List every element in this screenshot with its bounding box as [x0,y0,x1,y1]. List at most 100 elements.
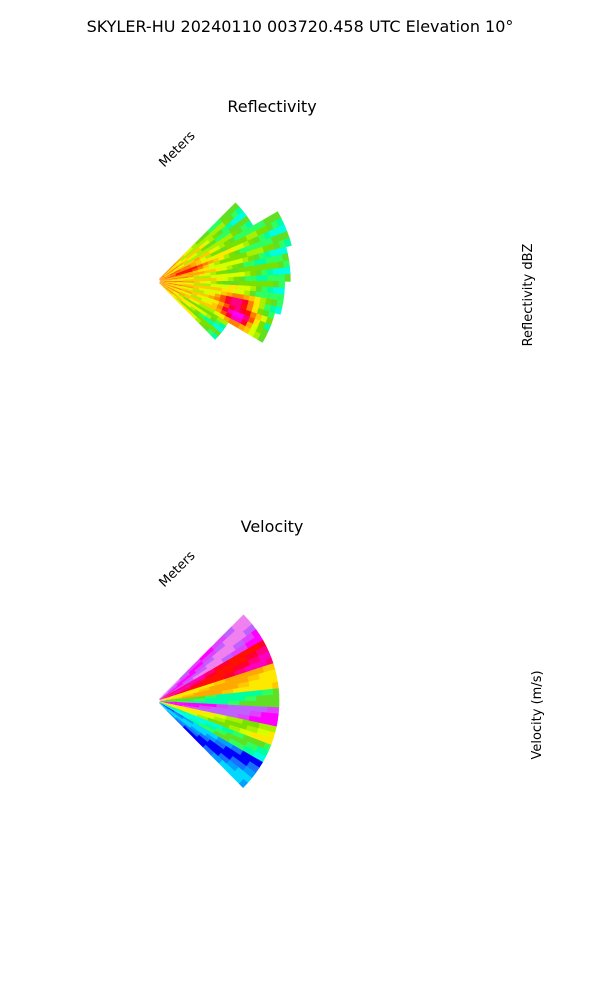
velocity-echo-gate [176,701,183,703]
velocity-echo-gate [214,739,222,747]
velocity-echo-gate [198,740,206,748]
reflectivity-echo-gate [194,258,202,264]
velocity-echo-gate [263,651,272,660]
velocity-echo-gate [221,739,229,747]
velocity-echo-gate [181,704,189,708]
reflectivity-echo-gate [240,251,248,259]
reflectivity-echo-gate [191,292,198,297]
reflectivity-echo-gate [159,281,166,283]
velocity-echo-gate [180,676,187,682]
reflectivity-echo-gate [197,292,204,297]
reflectivity-echo-gate [215,287,223,292]
reflectivity-echo-gate [194,246,202,253]
velocity-echo-gate [221,655,229,664]
velocity-echo-gate [163,705,170,710]
reflectivity-echo-gate [169,286,176,291]
velocity-echo-gate [246,670,254,678]
reflectivity-echo-gate [227,272,234,278]
velocity-echo-gate [183,715,191,720]
reflectivity-echo-gate [255,291,262,299]
reflectivity-echo-gate [209,325,217,333]
velocity-echo-gate [205,673,212,680]
reflectivity-echo-gate [254,296,262,304]
reflectivity-echo-gate [180,268,187,272]
velocity-echo-gate [207,679,215,685]
velocity-echo-gate [167,687,173,693]
reflectivity-echo-gate [267,311,276,320]
velocity-echo-gate [175,678,181,685]
velocity-echo-gate [187,705,194,709]
reflectivity-echo-gate [263,250,272,259]
velocity-echo-gate [213,730,221,737]
reflectivity-echo-gate [199,278,206,282]
reflectivity-echo-gate [214,307,223,314]
velocity-echo-gate [259,677,267,686]
reflectivity-echo-gate [163,286,169,291]
velocity-echo-gate [169,691,176,696]
velocity-echo-gate [165,700,172,702]
velocity-echo-gate [167,686,173,692]
reflectivity-echo-gate [255,269,263,277]
velocity-echo-gate [176,703,183,706]
velocity-echo-gate [217,721,225,727]
reflectivity-echo-gate [192,290,199,295]
velocity-echo-gate [204,722,212,729]
reflectivity-echo-gate [167,267,173,273]
velocity-echo-gate [195,681,203,686]
velocity-echo-gate [244,665,252,673]
velocity-echo-gate [178,683,185,689]
reflectivity-echo-gate [174,268,181,273]
velocity-echo-gate [238,709,245,716]
velocity-echo-gate [265,736,274,746]
velocity-echo-gate [193,702,200,706]
velocity-echo-gate [209,736,217,744]
reflectivity-echo-gate [178,263,185,269]
reflectivity-echo-gate [207,297,214,303]
reflectivity-echo-gate [187,275,195,278]
reflectivity-echo-gate [231,292,239,299]
reflectivity-echo-gate [273,241,281,251]
reflectivity-echo-gate [267,274,274,282]
reflectivity-echo-gate [252,253,261,261]
reflectivity-echo-gate [270,255,278,264]
velocity-echo-gate [216,724,224,731]
velocity-echo-gate [204,695,212,699]
velocity-echo-gate [230,771,240,780]
reflectivity-echo-gate [226,292,234,298]
velocity-echo-gate [164,695,171,699]
reflectivity-echo-gate [212,232,220,240]
reflectivity-echo-gate [165,280,172,282]
velocity-echo-gate [207,656,215,663]
reflectivity-echo-gate [195,261,203,266]
reflectivity-echo-gate [176,279,183,282]
velocity-echo-gate [212,652,220,660]
velocity-echo-gate [159,701,166,704]
velocity-echo-gate [169,690,176,695]
velocity-echo-gate [163,706,169,711]
velocity-echo-gate [210,694,217,699]
reflectivity-echo-gate [233,272,240,278]
velocity-echo-gate [239,701,246,707]
velocity-echo-gate [265,657,274,666]
velocity-echo-gate [203,736,211,743]
velocity-echo-gate [188,697,195,700]
reflectivity-echo-gate [182,277,189,280]
velocity-echo-gate [159,701,166,702]
reflectivity-echo-gate [186,267,193,272]
velocity-echo-gate [193,696,200,700]
reflectivity-echo-gate [191,252,198,259]
reflectivity-echo-gate [211,313,219,321]
velocity-echo-gate [195,658,202,666]
velocity-echo-gate [271,713,279,721]
velocity-echo-gate [240,671,248,679]
reflectivity-echo-gate [267,243,276,252]
velocity-echo-gate [266,712,274,720]
reflectivity-echo-gate [281,231,290,241]
reflectivity-echo-gate [214,235,222,243]
velocity-echo-gate [171,702,178,705]
reflectivity-echo-gate [250,275,257,282]
velocity-echo-gate [214,684,222,689]
velocity-echo-gate [265,676,273,685]
reflectivity-echo-gate [195,296,203,301]
reflectivity-echo-gate [159,282,166,286]
